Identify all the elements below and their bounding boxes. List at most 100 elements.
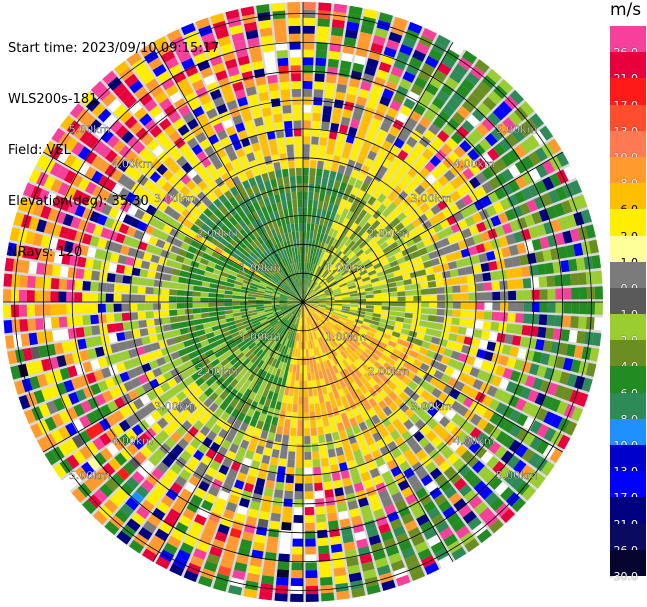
range-gate [401, 124, 414, 136]
range-gate [169, 396, 181, 407]
range-gate [272, 292, 281, 296]
range-gate [304, 491, 314, 500]
range-gate [363, 372, 372, 382]
range-gate [180, 242, 190, 251]
range-gate [545, 327, 555, 340]
range-gate [427, 103, 441, 116]
range-gate [291, 419, 297, 429]
range-gate [342, 302, 351, 304]
range-gate [387, 511, 400, 523]
range-gate [226, 338, 235, 346]
colorbar-segment: -2.0 [610, 314, 646, 347]
range-gate [419, 520, 434, 533]
range-gate [264, 363, 271, 373]
range-gate [317, 224, 323, 234]
range-gate [329, 340, 336, 349]
range-gate [388, 315, 397, 321]
range-gate [578, 361, 589, 375]
range-gate [185, 444, 197, 456]
range-gate [413, 172, 425, 184]
range-gate [184, 308, 194, 315]
range-gate [271, 350, 278, 359]
range-gate [405, 238, 415, 248]
range-gate [177, 248, 188, 257]
range-gate [309, 411, 316, 421]
range-gate [495, 402, 507, 415]
range-gate [562, 273, 571, 286]
range-gate [255, 445, 265, 455]
range-gate [458, 504, 472, 518]
range-gate [468, 441, 481, 454]
range-gate [141, 336, 151, 345]
range-gate [233, 349, 242, 357]
range-gate [433, 352, 443, 362]
range-gate [418, 247, 428, 256]
range-gate [410, 325, 419, 332]
range-gate [342, 191, 351, 201]
range-gate [182, 386, 193, 397]
range-gate [261, 575, 275, 585]
range-gate [280, 353, 286, 363]
range-gate [426, 394, 438, 406]
range-gate [290, 380, 295, 389]
range-gate [450, 350, 461, 360]
range-gate [240, 289, 249, 294]
range-gate [456, 186, 468, 198]
range-gate [273, 310, 282, 315]
range-gate [555, 288, 564, 300]
range-gate [478, 253, 488, 263]
range-gate [423, 500, 437, 513]
range-gate [563, 288, 572, 300]
range-gate [303, 238, 306, 247]
range-gate [303, 373, 308, 381]
range-gate [329, 211, 337, 221]
range-gate [303, 33, 315, 42]
range-gate [280, 307, 289, 311]
range-gate [325, 226, 331, 236]
range-gate [287, 395, 294, 405]
range-gate [312, 283, 319, 291]
range-gate [276, 569, 289, 578]
range-gate [86, 411, 98, 425]
range-gate [105, 414, 118, 427]
range-gate [326, 304, 335, 307]
range-gate [436, 287, 445, 294]
range-gate [460, 310, 469, 318]
range-gate [312, 323, 318, 331]
range-gate [319, 362, 325, 371]
range-gate [307, 341, 311, 350]
range-gate [396, 51, 410, 63]
range-gate [519, 254, 529, 266]
range-gate [335, 495, 346, 505]
range-gate [319, 137, 328, 146]
range-gate [74, 304, 83, 314]
range-gate [108, 262, 118, 273]
range-gate [396, 285, 405, 292]
range-gate [409, 350, 419, 359]
range-gate [120, 447, 133, 461]
range-gate [430, 204, 442, 215]
range-gate [319, 569, 332, 578]
range-gate [234, 479, 245, 490]
range-gate [328, 392, 335, 401]
range-gate [340, 469, 350, 480]
range-gate [231, 520, 244, 531]
range-gate [342, 294, 351, 298]
range-gate [473, 329, 483, 339]
range-gate [224, 310, 233, 315]
range-gate [294, 380, 299, 389]
range-gate [412, 313, 421, 320]
range-gate [240, 308, 249, 312]
range-ring-label: 2.00km [368, 365, 410, 378]
range-gate [350, 302, 359, 305]
range-gate [453, 498, 467, 512]
range-gate [189, 555, 204, 568]
range-gate [427, 507, 441, 520]
range-gate [230, 251, 239, 259]
range-gate [247, 352, 256, 361]
range-gate [93, 488, 108, 503]
range-gate [279, 336, 286, 345]
range-gate [304, 262, 307, 271]
range-gate [451, 277, 460, 285]
range-gate [383, 537, 397, 549]
